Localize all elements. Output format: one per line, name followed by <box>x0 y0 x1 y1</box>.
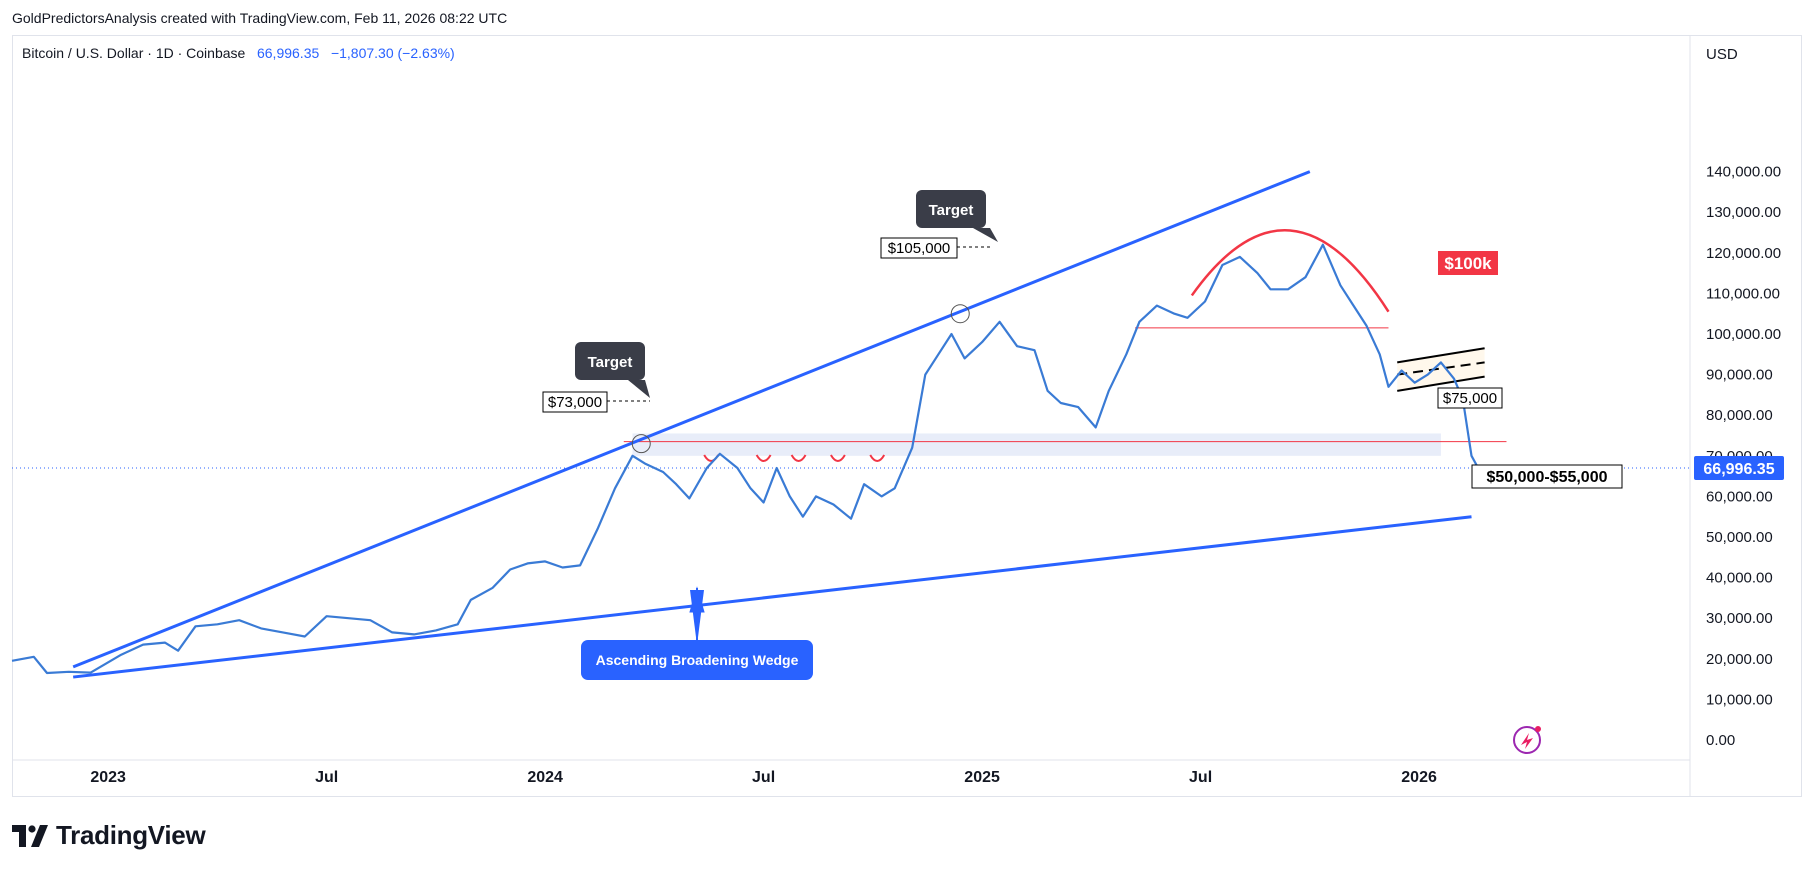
price-tag: 66,996.35 <box>1694 455 1784 480</box>
y-tick-label: 0.00 <box>1706 732 1735 749</box>
label-73000-text: $73,000 <box>548 394 602 411</box>
wedge-callout: Ascending Broadening Wedge <box>581 586 813 680</box>
x-tick-label: 2025 <box>964 769 1000 786</box>
target-label-1: Target <box>588 354 633 371</box>
rounded-top-arc <box>1190 229 1390 313</box>
chart-frame <box>12 35 1802 797</box>
time-axis[interactable]: 2023 Jul 2024 Jul 2025 Jul 2026 <box>90 769 1437 786</box>
x-tick-label: 2026 <box>1401 769 1437 786</box>
x-tick-label: 2023 <box>90 769 126 786</box>
y-tick-label: 30,000.00 <box>1706 610 1773 627</box>
symbol-legend[interactable]: Bitcoin / U.S. Dollar · 1D · Coinbase 66… <box>22 45 455 61</box>
y-tick-label: 50,000.00 <box>1706 529 1773 546</box>
target-label-2: Target <box>929 202 974 219</box>
label-73000: $73,000 <box>542 391 650 413</box>
wedge-upper-line <box>72 170 1311 669</box>
y-tick-label: 100,000.00 <box>1706 326 1781 343</box>
resistance-zone <box>632 433 1441 456</box>
tradingview-logo[interactable]: TradingView <box>12 820 206 851</box>
currency-label[interactable]: USD <box>1706 46 1738 63</box>
target1-circle <box>631 434 651 454</box>
y-tick-label: 130,000.00 <box>1706 204 1781 221</box>
price-tag-text: 66,996.35 <box>1703 461 1774 478</box>
tradingview-logo-icon <box>12 824 48 847</box>
wedge-label-text: Ascending Broadening Wedge <box>596 652 799 668</box>
x-tick-label: Jul <box>752 769 775 786</box>
cup-marker <box>790 454 807 462</box>
label-range: $50,000-$55,000 <box>1471 464 1623 489</box>
cup-marker <box>869 454 886 462</box>
label-range-text: $50,000-$55,000 <box>1487 469 1608 486</box>
label-75000-text: $75,000 <box>1443 390 1497 407</box>
channel-upper-line <box>1397 347 1485 364</box>
price-axis[interactable]: 140,000.00 130,000.00 120,000.00 110,000.00… <box>1706 164 1781 749</box>
label-100k: $100k <box>1438 251 1498 275</box>
y-tick-label: 90,000.00 <box>1706 367 1773 384</box>
legend-price: 66,996.35 <box>256 45 320 61</box>
y-tick-label: 20,000.00 <box>1706 651 1773 668</box>
cup-marker <box>830 454 846 462</box>
target-callout-2: Target <box>916 190 998 242</box>
label-100k-text: $100k <box>1444 254 1492 273</box>
y-tick-label: 10,000.00 <box>1706 691 1773 708</box>
y-tick-label: 120,000.00 <box>1706 245 1781 262</box>
label-105000-text: $105,000 <box>888 240 951 257</box>
label-75000: $75,000 <box>1437 387 1503 409</box>
wedge-lower-line <box>73 515 1472 679</box>
y-tick-label: 80,000.00 <box>1706 407 1773 424</box>
chart-credit: GoldPredictorsAnalysis created with Trad… <box>12 10 508 26</box>
y-tick-label: 140,000.00 <box>1706 164 1781 181</box>
cup-markers <box>703 454 886 462</box>
legend-change: −1,807.30 (−2.63%) <box>330 45 455 61</box>
y-tick-label: 110,000.00 <box>1706 285 1780 302</box>
channel-mid-line <box>1397 361 1485 376</box>
label-105000: $105,000 <box>880 237 993 259</box>
price-series-line <box>11 243 1486 675</box>
target2-circle <box>950 304 970 324</box>
x-tick-label: 2024 <box>527 769 563 786</box>
y-tick-label: 40,000.00 <box>1706 570 1773 587</box>
channel-lower-line <box>1397 375 1485 392</box>
cup-marker <box>755 454 772 462</box>
tradingview-brand: TradingView <box>56 820 206 850</box>
y-tick-label: 60,000.00 <box>1706 488 1773 505</box>
target-callout-1: Target <box>575 342 650 398</box>
symbol-title: Bitcoin / U.S. Dollar · 1D · Coinbase <box>22 45 246 61</box>
x-tick-label: Jul <box>1189 769 1212 786</box>
x-tick-label: Jul <box>315 769 338 786</box>
assistant-icon[interactable] <box>1513 726 1541 754</box>
